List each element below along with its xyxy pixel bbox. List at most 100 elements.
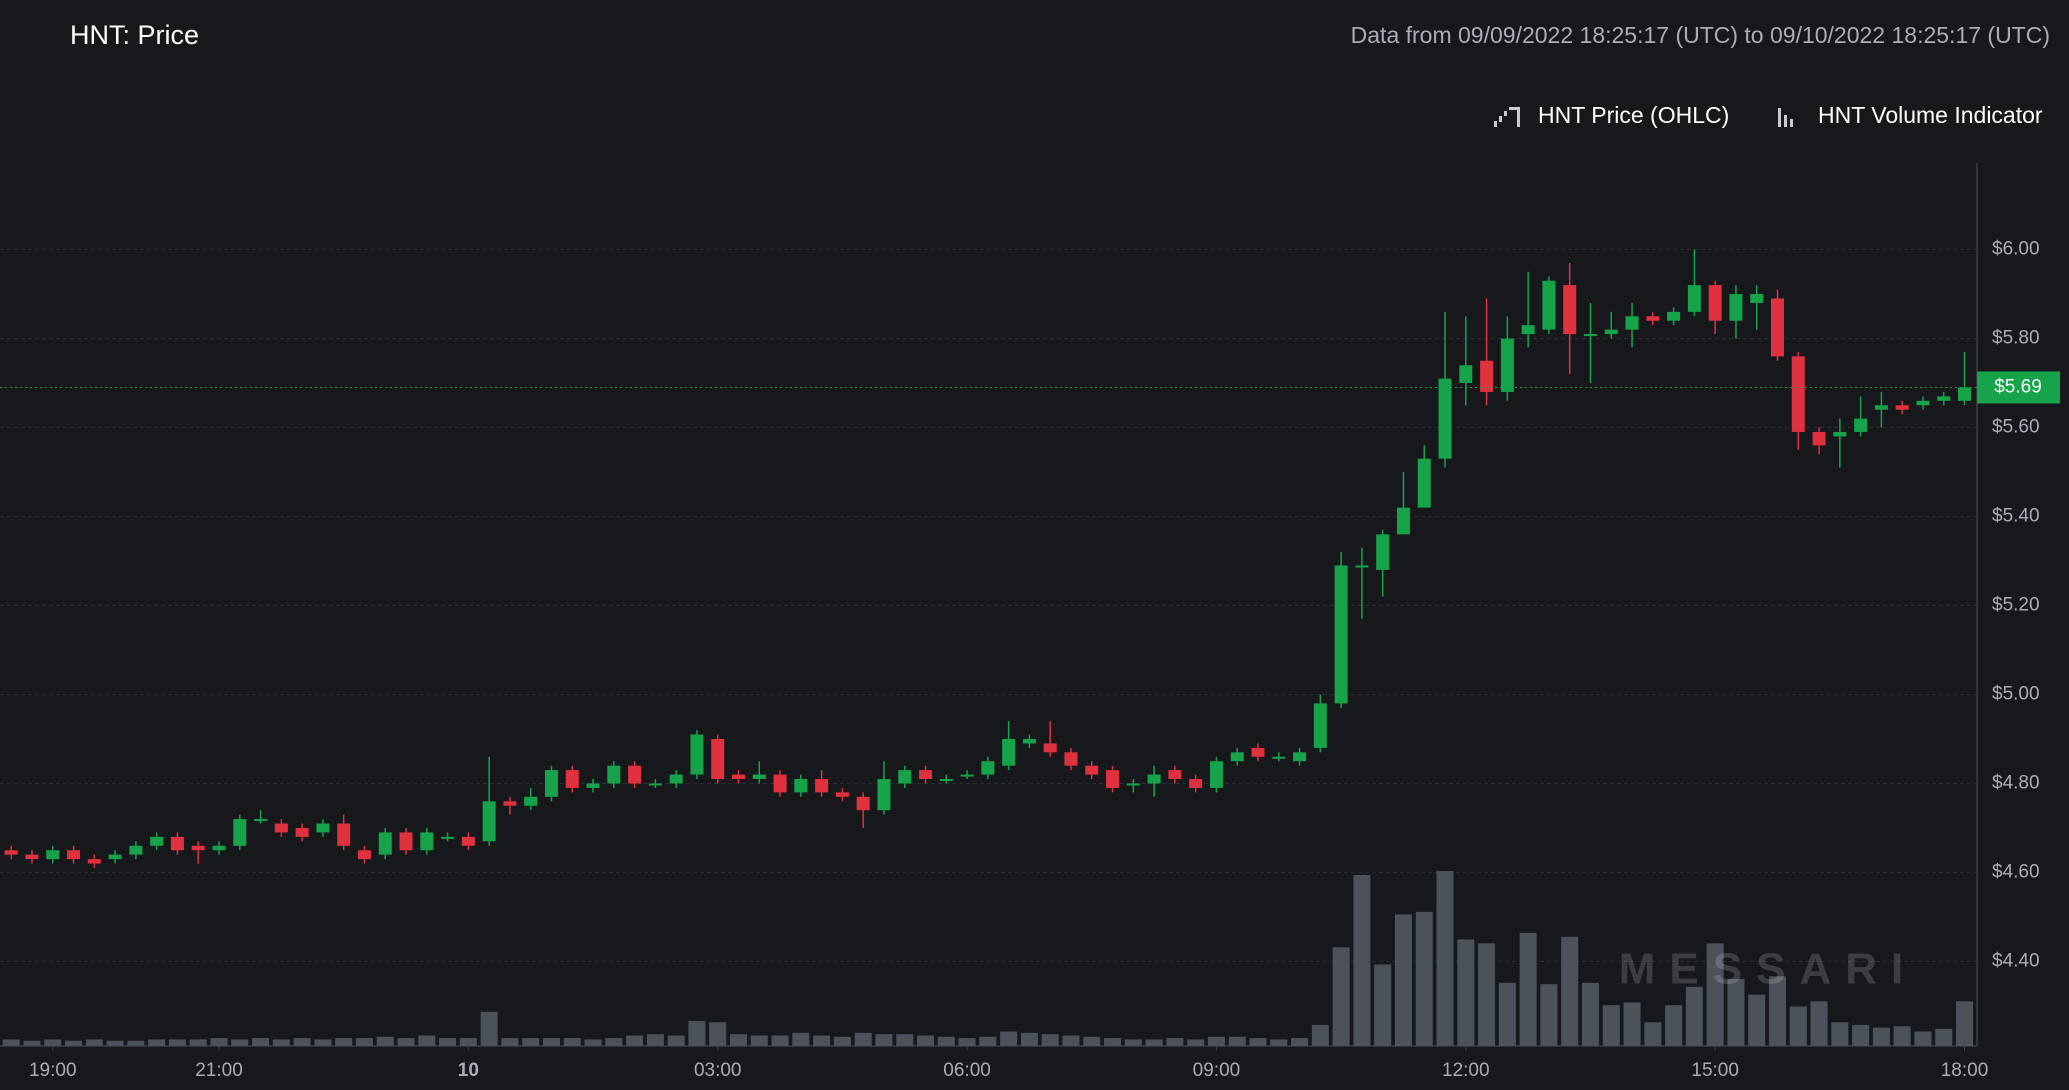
candle-body	[482, 801, 496, 842]
candle-body	[773, 774, 787, 793]
y-tick-label: $5.60	[1992, 417, 2040, 438]
candle-body	[1812, 431, 1826, 446]
candle-body	[87, 859, 101, 864]
candle-body	[274, 823, 288, 833]
volume-bar	[1270, 1039, 1288, 1046]
legend-label[interactable]: HNT Price (OHLC)	[1538, 102, 1729, 128]
candle-body	[1771, 298, 1784, 357]
volume-bar	[667, 1035, 685, 1046]
x-tick-label: 06:00	[943, 1060, 991, 1081]
candle-body	[4, 850, 18, 855]
volume-bar	[1727, 978, 1745, 1046]
candle-body	[919, 770, 933, 780]
volume-bar	[335, 1038, 353, 1046]
candle-body	[357, 850, 371, 860]
volume-bar	[252, 1038, 270, 1046]
volume-bar	[1893, 1026, 1911, 1046]
volume-bar	[1415, 911, 1433, 1046]
volume-bar	[646, 1034, 664, 1046]
volume-bar	[1602, 1005, 1620, 1046]
volume-bar	[501, 1038, 519, 1046]
volume-bar	[522, 1038, 540, 1046]
y-tick-label: $5.20	[1992, 595, 2040, 616]
candle-body	[191, 845, 205, 851]
candle-body	[1646, 316, 1660, 321]
volume-bar	[584, 1039, 602, 1046]
volume-bar	[1831, 1022, 1849, 1046]
volume-bar	[1498, 982, 1516, 1046]
volume-bar	[1644, 1022, 1662, 1046]
volume-bar	[439, 1038, 457, 1046]
y-tick-label: $5.40	[1992, 506, 2040, 527]
candle-body	[1376, 534, 1390, 570]
y-tick-label: $4.80	[1992, 772, 2040, 793]
x-tick-label: 09:00	[1193, 1060, 1241, 1081]
x-tick-label: 19:00	[29, 1060, 77, 1081]
candle-body	[1002, 738, 1016, 766]
volume-bar	[937, 1036, 955, 1046]
legend-icon	[1778, 108, 1793, 127]
candle-body	[1106, 770, 1120, 788]
candle-body	[1396, 507, 1410, 535]
candle-body	[752, 774, 766, 780]
volume-bar	[1769, 976, 1786, 1046]
volume-bar	[833, 1036, 851, 1046]
volume-bar	[480, 1011, 498, 1046]
candle-body	[544, 770, 558, 797]
volume-bar	[189, 1039, 207, 1046]
y-tick-label: $6.00	[1992, 239, 2040, 260]
candle-body	[586, 783, 600, 788]
candle-body	[1251, 747, 1265, 757]
y-tick-label: $4.60	[1992, 861, 2040, 882]
volume-bar	[1041, 1034, 1059, 1046]
volume-bar	[1623, 1002, 1641, 1046]
candle-body	[794, 779, 808, 793]
candle-body	[1272, 756, 1286, 759]
candle-body	[1854, 418, 1868, 432]
candle-body	[1874, 405, 1888, 410]
candle-body	[1459, 365, 1473, 384]
y-tick-label: $4.40	[1992, 950, 2040, 971]
candle-body	[461, 836, 475, 846]
volume-bar	[854, 1032, 872, 1046]
volume-bar	[563, 1038, 581, 1046]
candle-body	[1542, 280, 1556, 330]
candle-body	[524, 796, 538, 806]
chart-title: HNT: Price	[70, 20, 199, 50]
candle-body	[1708, 285, 1722, 321]
candle-body	[835, 792, 849, 797]
candle-body	[877, 779, 891, 811]
volume-bar	[688, 1021, 706, 1046]
volume-bar	[85, 1039, 103, 1046]
volume-bar	[1436, 871, 1454, 1046]
x-tick-label: 12:00	[1442, 1060, 1490, 1081]
volume-bar	[1810, 1001, 1828, 1046]
candle-body	[1480, 360, 1494, 392]
candle-body	[648, 783, 662, 786]
volume-bar	[1020, 1032, 1038, 1046]
volume-bar	[730, 1034, 747, 1046]
legend-icon	[1494, 107, 1520, 127]
volume-bar	[2, 1039, 20, 1046]
candle-body	[1230, 752, 1244, 762]
candle-body	[46, 850, 60, 860]
volume-bar	[1291, 1038, 1309, 1046]
legend-label[interactable]: HNT Volume Indicator	[1818, 102, 2043, 128]
volume-bar	[1000, 1031, 1018, 1046]
volume-bar	[459, 1038, 477, 1046]
candle-body	[981, 761, 995, 775]
volume-bar	[231, 1039, 249, 1046]
volume-bar	[23, 1040, 41, 1046]
volume-bar	[148, 1039, 166, 1046]
candle-body	[1043, 743, 1057, 753]
candle-body	[1916, 400, 1930, 406]
candle-body	[1500, 338, 1514, 392]
candle-body	[1937, 396, 1951, 401]
volume-bar	[293, 1038, 311, 1046]
volume-bar	[1457, 939, 1475, 1046]
watermark: MESSARI	[1619, 945, 1917, 994]
volume-bar	[979, 1036, 997, 1046]
volume-bar	[813, 1035, 831, 1046]
